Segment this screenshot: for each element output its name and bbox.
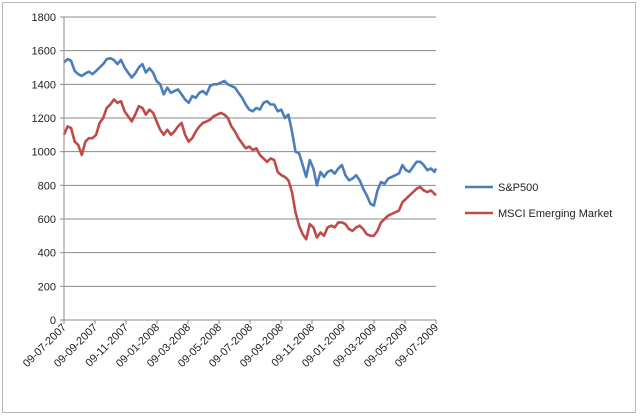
x-axis-tick-labels: 09-07-200709-09-200709-11-200709-01-2008… bbox=[21, 322, 441, 370]
y-tick-label: 0 bbox=[50, 315, 56, 327]
y-tick-label: 1600 bbox=[32, 46, 56, 58]
axes bbox=[60, 16, 437, 324]
y-tick-label: 1200 bbox=[32, 113, 56, 125]
y-axis-tick-labels: 0 200 400 600 800 1000 1200 1400 1600 1800 bbox=[32, 12, 56, 327]
legend: S&P500 MSCI Emerging Market bbox=[465, 182, 612, 220]
y-tick-label: 200 bbox=[38, 281, 56, 293]
y-tick-label: 1800 bbox=[32, 12, 56, 24]
series-line-msci-emerging-market bbox=[62, 98, 437, 241]
gridlines bbox=[64, 16, 436, 287]
series-line-sp500 bbox=[63, 56, 438, 207]
legend-label: S&P500 bbox=[498, 182, 538, 194]
y-tick-label: 1400 bbox=[32, 79, 56, 91]
y-tick-label: 800 bbox=[38, 180, 56, 192]
y-tick-label: 600 bbox=[38, 214, 56, 226]
y-tick-label: 400 bbox=[38, 248, 56, 260]
y-tick-label: 1000 bbox=[32, 147, 56, 159]
legend-label: MSCI Emerging Market bbox=[498, 208, 612, 220]
series-lines bbox=[62, 56, 438, 241]
chart-frame bbox=[2, 2, 636, 413]
